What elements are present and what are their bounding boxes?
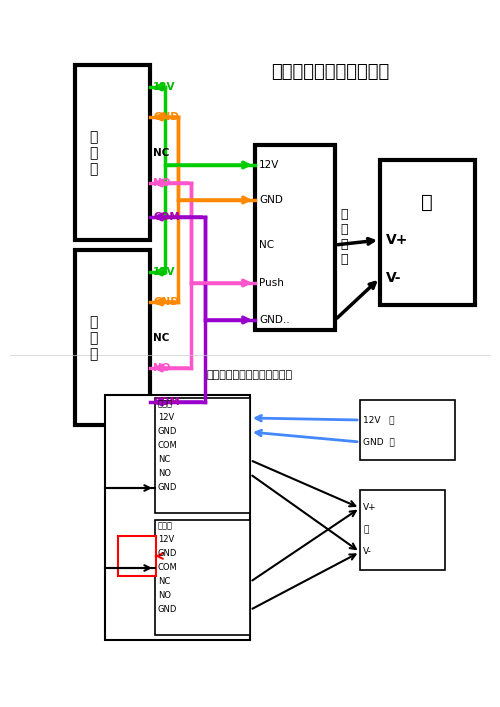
Text: NC: NC: [153, 333, 170, 343]
Text: GND..: GND..: [259, 315, 290, 325]
Text: NO: NO: [158, 592, 171, 600]
Text: NC: NC: [158, 578, 170, 587]
Bar: [75, 250, 150, 425]
Bar: [105, 395, 250, 640]
Text: 锁: 锁: [421, 192, 433, 211]
Text: 两门禁机控一锁普通电源接法: 两门禁机控一锁普通电源接法: [207, 370, 293, 380]
Text: V-: V-: [363, 547, 372, 556]
Text: NO: NO: [153, 363, 170, 373]
Text: 锁: 锁: [363, 525, 368, 534]
Text: GND: GND: [158, 605, 178, 614]
Text: 12V: 12V: [153, 82, 176, 92]
Bar: [155, 520, 250, 635]
Bar: [155, 398, 250, 513]
Text: 两门禁机控制一锁接线图: 两门禁机控制一锁接线图: [271, 63, 389, 81]
Text: GND: GND: [153, 297, 179, 307]
Bar: [360, 400, 455, 460]
Text: 门禁机: 门禁机: [158, 522, 173, 530]
Text: 门禁机: 门禁机: [158, 399, 173, 409]
Text: GND: GND: [153, 112, 179, 122]
Text: V+: V+: [386, 233, 408, 247]
Text: COM: COM: [153, 212, 180, 222]
Text: COM: COM: [158, 563, 178, 573]
Text: Push: Push: [259, 278, 284, 288]
Text: 门
禁
机: 门 禁 机: [89, 130, 97, 176]
Text: GND: GND: [158, 428, 178, 436]
Text: NC: NC: [259, 240, 274, 250]
Text: 门
禁
机: 门 禁 机: [89, 315, 97, 361]
Text: GND  源: GND 源: [363, 438, 395, 447]
Text: 12V: 12V: [158, 414, 174, 423]
Text: NO: NO: [158, 469, 171, 479]
Text: NO: NO: [153, 178, 170, 188]
Text: V-: V-: [386, 271, 402, 285]
Text: GND: GND: [158, 549, 178, 559]
Bar: [255, 145, 335, 330]
Text: 12V   电: 12V 电: [363, 416, 394, 424]
Bar: [380, 160, 475, 305]
Text: NC: NC: [153, 148, 170, 158]
Text: V+: V+: [363, 503, 376, 513]
Bar: [75, 65, 150, 240]
Text: NC: NC: [158, 455, 170, 464]
Text: GND: GND: [158, 484, 178, 493]
Text: GND: GND: [259, 195, 283, 205]
Text: 12V: 12V: [153, 267, 176, 277]
Text: COM: COM: [158, 441, 178, 450]
Text: 门
禁
电
源: 门 禁 电 源: [340, 208, 347, 266]
Text: 12V: 12V: [158, 535, 174, 544]
Bar: [360, 490, 445, 570]
Text: 12V: 12V: [259, 160, 280, 170]
Bar: [118, 536, 156, 576]
Text: COM: COM: [153, 397, 180, 407]
